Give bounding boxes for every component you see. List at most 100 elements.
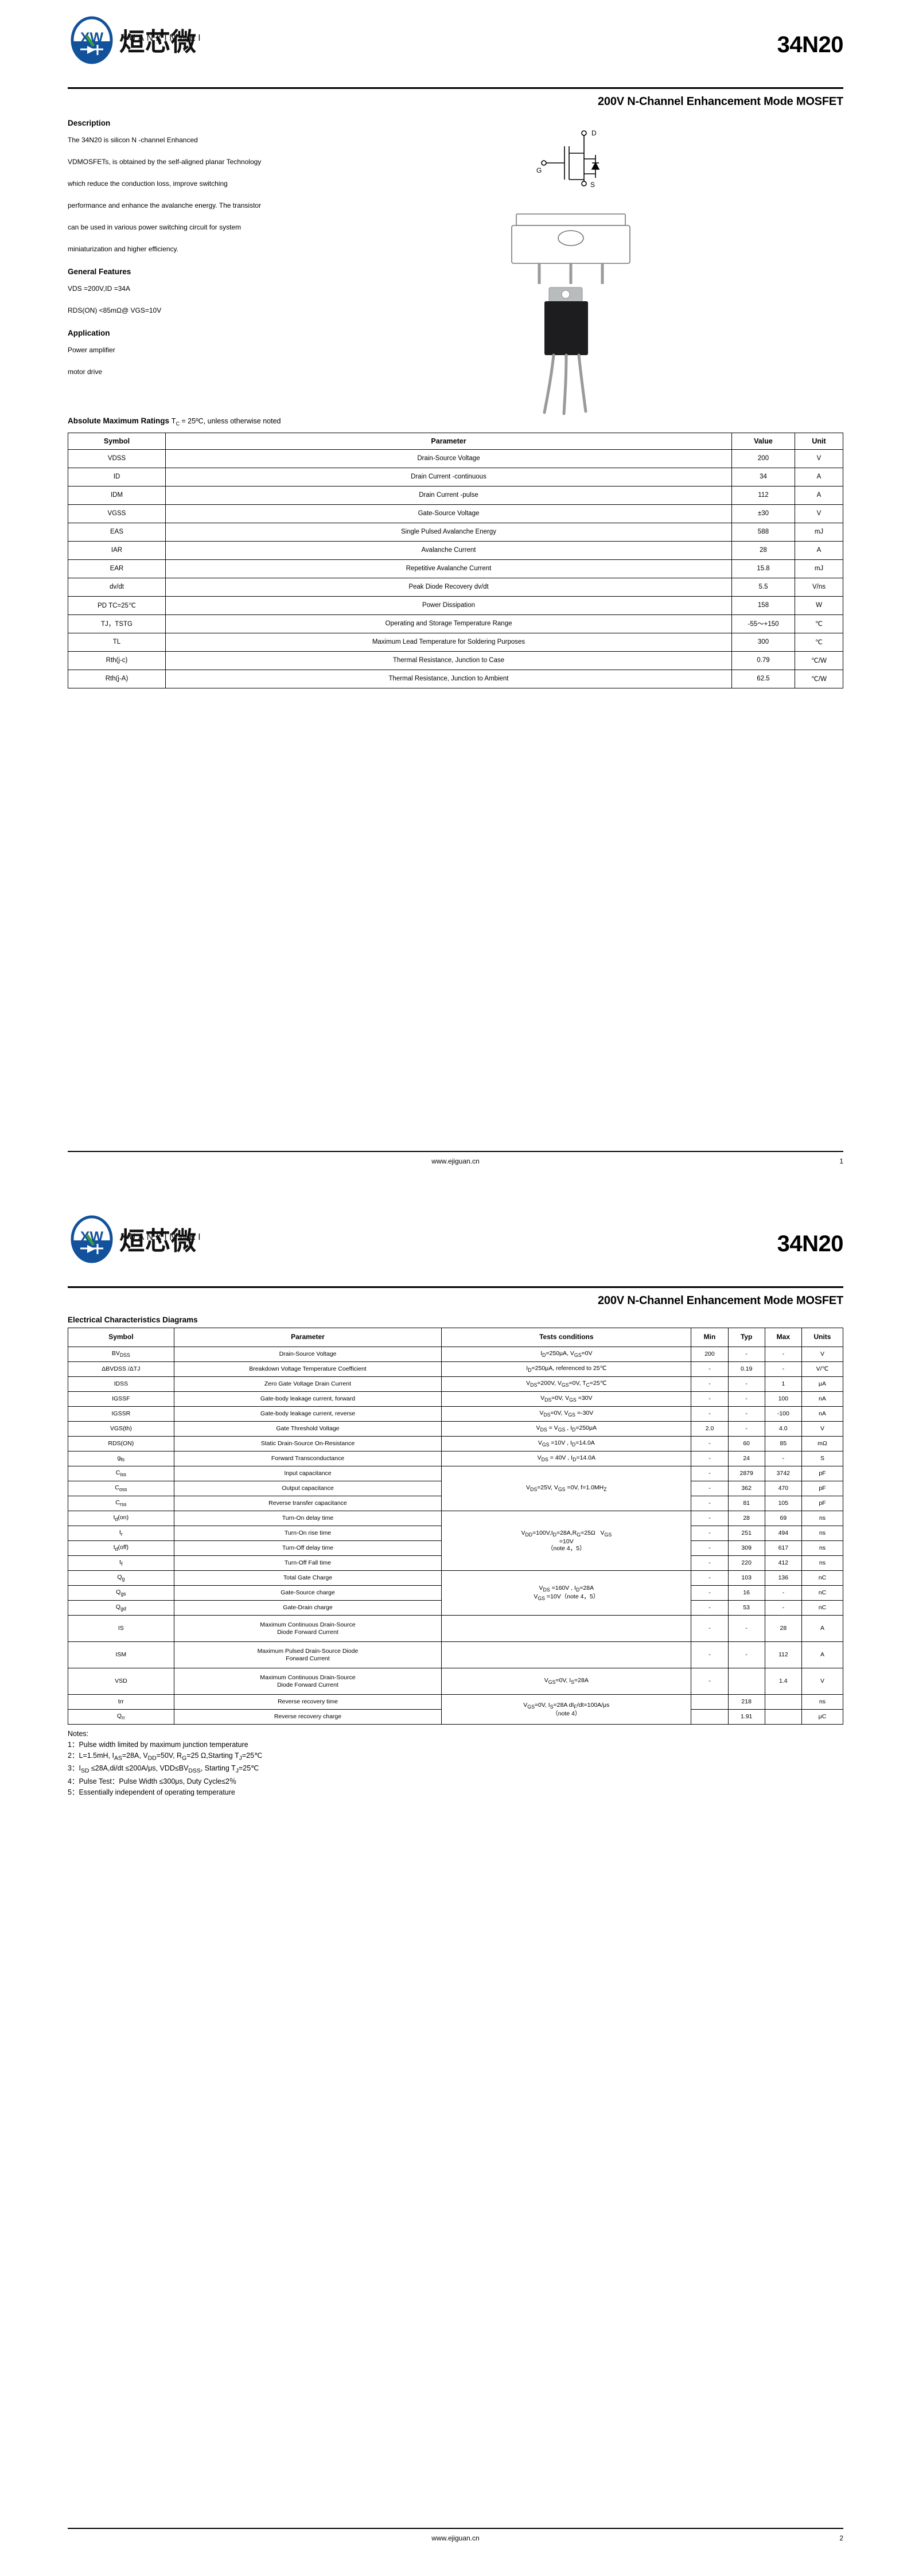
cell-parameter: Drain-Source Voltage xyxy=(165,449,732,468)
cell-symbol: IGSSR xyxy=(68,1406,174,1422)
table-row: td(on) Turn-On delay time VDD=100V,ID=28A,… xyxy=(68,1511,844,1571)
cell-parameter: Static Drain-Source On-Resistance xyxy=(173,1436,442,1452)
cell-symbol: Rth(j-A) xyxy=(68,669,166,688)
cell-min: - xyxy=(691,1641,729,1668)
cell-units: A xyxy=(801,1641,844,1668)
cell-min: - xyxy=(691,1406,729,1422)
table-row: Qgd Gate-Drain charge -53- nC xyxy=(68,1600,844,1616)
description-line: The 34N20 is silicon N -channel Enhanced xyxy=(68,136,198,144)
cell-parameter: Maximum Continuous Drain-Source Diode For… xyxy=(173,1615,442,1642)
cell-value: -55～+150 xyxy=(731,614,795,633)
symbol-source-label: S xyxy=(590,181,595,189)
cell-parameter: Drain Current -continuous xyxy=(165,467,732,487)
page-number: 2 xyxy=(839,2534,843,2542)
cell-typ: - xyxy=(727,1391,765,1407)
cell-unit: mJ xyxy=(795,559,843,578)
part-number: 34N20 xyxy=(777,32,844,57)
cell-symbol: ΔBVDSS /ΔTJ xyxy=(68,1361,174,1377)
table-row: IS Maximum Continuous Drain-Source Diode F… xyxy=(68,1615,844,1642)
cell-typ: 218 xyxy=(727,1694,765,1710)
datasheet-page-2: XW 烜芯微 XUANXINWEI 34N20 200V N-Channel E… xyxy=(0,1199,911,2576)
cell-units: ns xyxy=(801,1694,844,1710)
cell-max: 3742 xyxy=(764,1466,802,1481)
cell-min: - xyxy=(691,1668,729,1695)
cell-symbol: ISM xyxy=(68,1641,174,1668)
footer-url[interactable]: www.ejiguan.cn xyxy=(431,2534,480,2542)
cell-symbol: Qgd xyxy=(68,1600,174,1616)
cell-max: 617 xyxy=(764,1540,802,1556)
footer-url[interactable]: www.ejiguan.cn xyxy=(431,1157,480,1165)
cell-symbol: PD TC=25℃ xyxy=(68,596,166,615)
cell-tests-conditions: VDS =160V , ID=28A VGS =10V（note 4，5） xyxy=(441,1570,692,1616)
column-header-min: Min xyxy=(691,1328,729,1347)
cell-tests-conditions: VDS=200V, VGS=0V, TC=25℃ xyxy=(441,1376,692,1392)
mosfet-symbol-icon: D G S xyxy=(536,129,622,207)
column-header-max: Max xyxy=(764,1328,802,1347)
cell-parameter: Thermal Resistance, Junction to Ambient xyxy=(165,669,732,688)
to-220-package-outline-icon xyxy=(504,211,641,288)
table-header-row: Symbol Parameter Value Unit xyxy=(68,432,843,450)
description-line: which reduce the conduction loss, improv… xyxy=(68,180,228,188)
electrical-characteristics-title: Electrical Characteristics Diagrams xyxy=(68,1316,198,1324)
description-line: performance and enhance the avalanche en… xyxy=(68,201,262,209)
symbol-gate-label: G xyxy=(536,166,542,174)
cell-tests-conditions: VGS=0V, IS=28A dIF/dt=100A/μs （note 4） xyxy=(441,1694,692,1725)
cell-units: A xyxy=(801,1615,844,1642)
cell-min: 200 xyxy=(691,1347,729,1362)
cell-max: 1.4 xyxy=(764,1668,802,1695)
table-row: Qgs Gate-Source charge -16- nC xyxy=(68,1585,844,1601)
abs-max-title-tc: T xyxy=(171,417,176,425)
cell-tests-conditions xyxy=(441,1641,692,1668)
cell-parameter: Maximum Pulsed Drain-Source Diode Forward… xyxy=(173,1641,442,1668)
cell-min: - xyxy=(691,1496,729,1511)
cell-min: - xyxy=(691,1466,729,1481)
company-logo: XW 烜芯微 xyxy=(68,1215,197,1263)
abs-max-title-tc-sub: C xyxy=(176,421,180,427)
table-row: Rth(j-c) Thermal Resistance, Junction to … xyxy=(68,651,843,670)
graphics-column: D G S xyxy=(314,119,843,415)
cell-units: V xyxy=(801,1421,844,1437)
company-name-cn: 烜芯微 xyxy=(119,1227,197,1256)
cell-unit: ℃/W xyxy=(795,651,843,670)
table-row: gfs Forward Transconductance VDS = 40V , I… xyxy=(68,1451,844,1466)
table-row: ID Drain Current -continuous 34 A xyxy=(68,467,843,487)
application-item: Power amplifier xyxy=(68,346,115,354)
cell-parameter: Input capacitance xyxy=(173,1466,442,1481)
cell-typ xyxy=(727,1668,765,1695)
cell-symbol: VDSS xyxy=(68,449,166,468)
cell-units: μC xyxy=(801,1709,844,1725)
absolute-maximum-ratings-table: Symbol Parameter Value Unit VDSS Drain-So… xyxy=(68,432,843,688)
column-header-typ: Typ xyxy=(727,1328,765,1347)
page-2-footer: www.ejiguan.cn 2 xyxy=(68,2528,843,2548)
cell-max xyxy=(764,1709,802,1725)
cell-value: 5.5 xyxy=(731,577,795,597)
column-header-tests-conditions: Tests conditions xyxy=(441,1328,692,1347)
cell-tests-conditions: ID=250μA, VGS=0V xyxy=(441,1347,692,1362)
cell-typ: 251 xyxy=(727,1526,765,1541)
description-heading: Description xyxy=(68,119,111,127)
description-line: miniaturization and higher efficiency. xyxy=(68,245,178,253)
table-row: TJ，TSTG Operating and Storage Temperature… xyxy=(68,614,843,633)
cell-min: - xyxy=(691,1376,729,1392)
cell-tests-conditions: VDS = VGS , ID=250μA xyxy=(441,1421,692,1437)
page-header: XW 烜芯微 XUANXINWEI 34N20 xyxy=(68,0,844,86)
cell-units: pF xyxy=(801,1496,844,1511)
notes-block: Notes: 1：Pulse width limited by maximum … xyxy=(68,1729,843,1798)
cell-typ: - xyxy=(727,1347,765,1362)
cell-parameter: Breakdown Voltage Temperature Coefficien… xyxy=(173,1361,442,1377)
description-column: Description The 34N20 is silicon N -chan… xyxy=(68,119,314,390)
cell-min xyxy=(691,1709,729,1725)
cell-parameter: Turn-Off Fall time xyxy=(173,1555,442,1571)
footer-divider xyxy=(68,1151,843,1152)
cell-symbol: IGSSF xyxy=(68,1391,174,1407)
company-name-latin: XUANXINWEI xyxy=(120,1232,204,1242)
cell-typ: 81 xyxy=(727,1496,765,1511)
table-row: Qrr Reverse recovery charge 1.91 μC xyxy=(68,1709,844,1725)
cell-typ: 362 xyxy=(727,1481,765,1496)
cell-units: nC xyxy=(801,1600,844,1616)
cell-typ: 60 xyxy=(727,1436,765,1452)
application-heading: Application xyxy=(68,329,110,337)
cell-typ: 28 xyxy=(727,1511,765,1526)
company-name-latin: XUANXINWEI xyxy=(120,33,204,43)
cell-parameter: Thermal Resistance, Junction to Case xyxy=(165,651,732,670)
